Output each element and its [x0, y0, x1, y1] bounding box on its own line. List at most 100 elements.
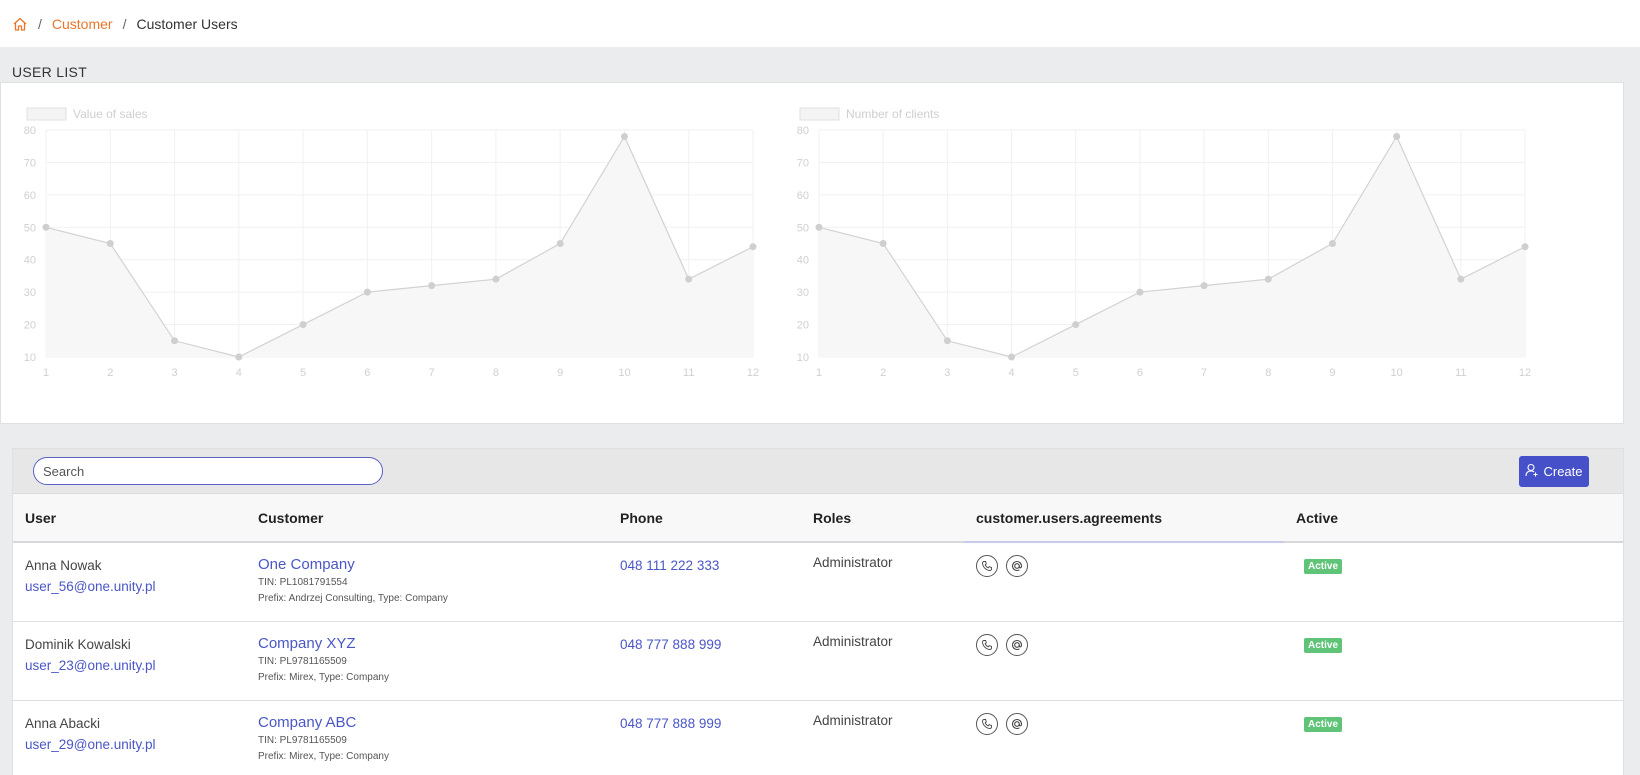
x-tick-label: 2 [880, 367, 886, 379]
customer-name-link[interactable]: One Company [258, 556, 355, 573]
column-header-phone[interactable]: Phone [620, 509, 663, 526]
user-name: Anna Nowak [25, 558, 102, 573]
roles-cell: Administrator [801, 621, 964, 700]
x-tick-label: 4 [236, 367, 242, 379]
series-area [819, 136, 1525, 357]
column-header-customer[interactable]: Customer [258, 509, 324, 526]
table-row[interactable]: Dominik Kowalski user_23@one.unity.pl Comp… [13, 621, 1623, 700]
data-point [428, 282, 436, 290]
x-tick-label: 5 [300, 367, 306, 379]
user-email-link[interactable]: user_56@one.unity.pl [25, 579, 156, 594]
legend-swatch [26, 107, 67, 121]
series-line [45, 135, 754, 358]
x-tick-label: 11 [1455, 367, 1466, 379]
x-tick-label: 7 [1201, 367, 1207, 379]
y-tick-label: 60 [797, 190, 809, 202]
create-button[interactable]: Create [1519, 456, 1589, 487]
data-point [1008, 353, 1016, 361]
agreements-cell [964, 700, 1284, 775]
x-tick-label: 6 [1137, 367, 1143, 379]
x-tick-label: 8 [493, 367, 499, 379]
x-tick-label: 10 [1391, 367, 1403, 379]
table-header-row: User Customer Phone Roles customer.users… [13, 494, 1623, 543]
phone-link[interactable]: 048 777 888 999 [620, 636, 722, 652]
x-tick-label: 7 [429, 367, 435, 379]
table-row[interactable]: Anna Nowak user_56@one.unity.pl One Compan… [13, 542, 1623, 621]
user-email-link[interactable]: user_29@one.unity.pl [25, 736, 156, 752]
customer-cell: One Company TIN: PL1081791554 Prefix: Andr… [246, 542, 608, 621]
breadcrumb-customer-link[interactable]: Customer [51, 15, 113, 32]
x-tick-label: 4 [1008, 367, 1014, 379]
status-badge: Active [1304, 716, 1343, 732]
search-input[interactable] [33, 457, 383, 485]
x-tick-label: 9 [557, 367, 563, 379]
phone-link[interactable]: 048 111 222 333 [620, 558, 720, 573]
x-tick-label: 6 [364, 367, 370, 379]
phone-icon[interactable] [976, 712, 998, 735]
y-tick-label: 60 [24, 190, 36, 202]
agreements-cell [964, 542, 1284, 621]
user-cell: Anna Abacki user_29@one.unity.pl [13, 700, 246, 775]
customer-name-link[interactable]: Company XYZ [258, 634, 356, 652]
y-tick-label: 70 [24, 157, 36, 169]
data-point [42, 223, 50, 231]
x-tick-label: 11 [683, 367, 694, 379]
data-point [1457, 275, 1465, 283]
y-tick-label: 50 [797, 222, 809, 234]
active-cell: Active [1284, 700, 1623, 775]
y-tick-label: 70 [797, 157, 809, 169]
breadcrumb-separator: / [122, 15, 127, 32]
phone-icon[interactable] [976, 633, 998, 656]
customer-tin: TIN: PL1081791554 [258, 577, 348, 588]
column-header-active[interactable]: Active [1296, 509, 1339, 526]
data-point [363, 288, 371, 296]
data-point [1136, 288, 1144, 296]
x-tick-label: 12 [1519, 367, 1531, 379]
active-cell: Active [1284, 621, 1623, 700]
phone-icon[interactable] [976, 555, 998, 577]
column-header-roles[interactable]: Roles [813, 509, 852, 526]
user-cell: Dominik Kowalski user_23@one.unity.pl [13, 621, 246, 700]
y-tick-label: 30 [24, 287, 36, 299]
legend-label: Value of sales [73, 107, 148, 121]
y-tick-label: 80 [24, 125, 36, 137]
column-header-user[interactable]: User [25, 509, 57, 526]
y-tick-label: 20 [797, 320, 809, 332]
legend-label: Number of clients [846, 107, 939, 121]
status-badge: Active [1304, 637, 1343, 653]
column-header-agreements[interactable]: customer.users.agreements [964, 494, 1284, 543]
at-icon[interactable] [1006, 555, 1028, 577]
phone-link[interactable]: 048 777 888 999 [620, 715, 722, 731]
phone-cell: 048 777 888 999 [608, 700, 801, 775]
y-tick-label: 30 [797, 287, 809, 299]
page-title: USER LIST [12, 64, 88, 80]
role-text: Administrator [813, 555, 893, 570]
customer-tin: TIN: PL9781165509 [258, 734, 347, 746]
customer-name-link[interactable]: Company ABC [258, 713, 357, 731]
data-point [879, 240, 887, 247]
agreements-cell [964, 621, 1284, 700]
user-cell: Anna Nowak user_56@one.unity.pl [13, 542, 246, 621]
series-area [46, 136, 753, 357]
user-name: Dominik Kowalski [25, 636, 131, 652]
x-tick-label: 2 [107, 367, 113, 379]
data-point [1521, 243, 1529, 251]
at-icon[interactable] [1006, 712, 1028, 735]
data-point [106, 240, 114, 247]
customer-meta: Prefix: Mirex, Type: Company [258, 671, 389, 683]
data-point [685, 275, 693, 283]
legend-swatch [799, 107, 840, 121]
x-tick-label: 1 [43, 367, 49, 379]
x-tick-label: 5 [1073, 367, 1079, 379]
y-tick-label: 80 [797, 125, 809, 137]
at-icon[interactable] [1006, 633, 1028, 656]
home-icon[interactable] [12, 16, 28, 32]
customer-cell: Company XYZ TIN: PL9781165509 Prefix: Mire… [246, 621, 608, 700]
data-point [943, 337, 951, 345]
data-point [1264, 275, 1272, 283]
data-point [815, 223, 823, 231]
user-email-link[interactable]: user_23@one.unity.pl [25, 657, 156, 673]
table-row[interactable]: Anna Abacki user_29@one.unity.pl Company A… [13, 700, 1623, 775]
data-point [492, 275, 500, 283]
active-cell: Active [1284, 542, 1623, 621]
